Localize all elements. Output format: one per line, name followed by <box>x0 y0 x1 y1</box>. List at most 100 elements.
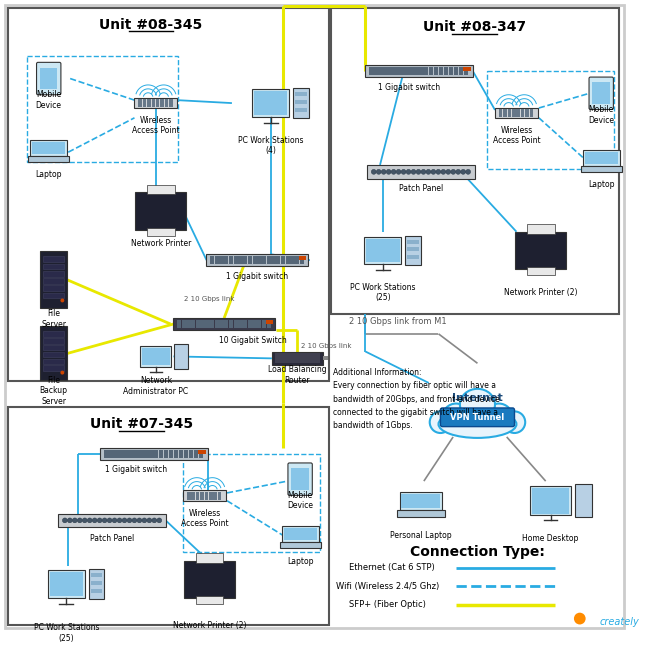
FancyBboxPatch shape <box>389 67 393 75</box>
FancyBboxPatch shape <box>399 67 404 75</box>
FancyBboxPatch shape <box>187 492 190 500</box>
FancyBboxPatch shape <box>43 332 64 337</box>
FancyBboxPatch shape <box>196 320 200 328</box>
FancyBboxPatch shape <box>205 320 210 328</box>
Ellipse shape <box>439 410 517 438</box>
Circle shape <box>107 518 112 523</box>
Circle shape <box>142 518 147 523</box>
FancyBboxPatch shape <box>364 237 401 264</box>
FancyBboxPatch shape <box>154 450 159 457</box>
FancyBboxPatch shape <box>101 448 208 459</box>
FancyBboxPatch shape <box>169 99 173 107</box>
FancyBboxPatch shape <box>40 68 57 90</box>
Circle shape <box>67 518 72 523</box>
Circle shape <box>83 518 87 523</box>
Circle shape <box>436 170 441 174</box>
FancyBboxPatch shape <box>299 256 306 260</box>
FancyBboxPatch shape <box>290 256 295 264</box>
Text: Unit #08-345: Unit #08-345 <box>99 17 203 32</box>
Circle shape <box>451 170 455 174</box>
Circle shape <box>406 170 411 174</box>
FancyBboxPatch shape <box>152 99 155 107</box>
FancyBboxPatch shape <box>293 88 309 118</box>
Text: PC Work Stations
(25): PC Work Stations (25) <box>350 283 415 303</box>
FancyBboxPatch shape <box>512 109 515 117</box>
FancyBboxPatch shape <box>204 492 208 500</box>
Text: 2 10 Gbps link: 2 10 Gbps link <box>184 297 235 303</box>
FancyBboxPatch shape <box>134 450 139 457</box>
FancyBboxPatch shape <box>407 255 419 259</box>
FancyBboxPatch shape <box>179 450 183 457</box>
FancyBboxPatch shape <box>37 63 61 95</box>
FancyBboxPatch shape <box>503 109 507 117</box>
Circle shape <box>386 170 391 174</box>
Text: 1 Gigabit switch: 1 Gigabit switch <box>378 83 441 92</box>
Text: Network Printer (2): Network Printer (2) <box>504 288 577 297</box>
FancyBboxPatch shape <box>224 320 228 328</box>
FancyBboxPatch shape <box>129 450 134 457</box>
FancyBboxPatch shape <box>515 232 566 269</box>
FancyBboxPatch shape <box>8 408 330 626</box>
FancyBboxPatch shape <box>366 64 473 77</box>
Ellipse shape <box>485 404 513 431</box>
Text: Unit #08-347: Unit #08-347 <box>423 21 526 34</box>
FancyBboxPatch shape <box>104 450 109 457</box>
FancyBboxPatch shape <box>210 256 214 264</box>
FancyBboxPatch shape <box>419 67 424 75</box>
Circle shape <box>87 518 92 523</box>
FancyBboxPatch shape <box>218 492 221 500</box>
FancyBboxPatch shape <box>50 572 83 596</box>
FancyBboxPatch shape <box>156 99 159 107</box>
FancyBboxPatch shape <box>219 256 224 264</box>
FancyBboxPatch shape <box>521 109 524 117</box>
FancyBboxPatch shape <box>43 271 64 277</box>
FancyBboxPatch shape <box>213 492 217 500</box>
FancyBboxPatch shape <box>401 494 441 508</box>
Circle shape <box>372 170 376 174</box>
FancyBboxPatch shape <box>243 256 248 264</box>
Text: 1 Gigabit switch: 1 Gigabit switch <box>105 465 168 474</box>
FancyBboxPatch shape <box>195 553 223 562</box>
FancyBboxPatch shape <box>366 239 399 262</box>
FancyBboxPatch shape <box>219 320 224 328</box>
FancyBboxPatch shape <box>266 320 271 328</box>
Text: Network Printer: Network Printer <box>130 239 191 248</box>
FancyBboxPatch shape <box>147 184 175 194</box>
FancyBboxPatch shape <box>379 67 384 75</box>
Circle shape <box>61 299 64 303</box>
FancyBboxPatch shape <box>195 596 223 604</box>
FancyBboxPatch shape <box>262 256 266 264</box>
FancyBboxPatch shape <box>441 408 515 426</box>
Circle shape <box>72 518 77 523</box>
FancyBboxPatch shape <box>196 492 199 500</box>
FancyBboxPatch shape <box>43 256 64 262</box>
Circle shape <box>127 518 132 523</box>
Circle shape <box>117 518 122 523</box>
Circle shape <box>137 518 142 523</box>
Ellipse shape <box>574 613 586 624</box>
FancyBboxPatch shape <box>532 488 569 513</box>
Circle shape <box>441 170 446 174</box>
FancyBboxPatch shape <box>295 108 307 112</box>
Text: Wireless
Access Point: Wireless Access Point <box>132 116 180 135</box>
FancyBboxPatch shape <box>90 589 103 593</box>
FancyBboxPatch shape <box>275 353 320 363</box>
FancyBboxPatch shape <box>252 320 257 328</box>
Text: File
Backup
Server: File Backup Server <box>39 376 68 406</box>
FancyBboxPatch shape <box>300 256 304 264</box>
FancyBboxPatch shape <box>161 99 164 107</box>
FancyBboxPatch shape <box>43 345 64 350</box>
FancyBboxPatch shape <box>295 92 307 96</box>
FancyBboxPatch shape <box>186 320 191 328</box>
Text: Connection Type:: Connection Type: <box>410 545 545 559</box>
Text: Laptop: Laptop <box>588 180 615 189</box>
Circle shape <box>147 518 152 523</box>
FancyBboxPatch shape <box>210 320 214 328</box>
Circle shape <box>63 518 67 523</box>
FancyBboxPatch shape <box>257 320 261 328</box>
FancyBboxPatch shape <box>164 450 168 457</box>
FancyBboxPatch shape <box>200 492 204 500</box>
FancyBboxPatch shape <box>194 450 198 457</box>
FancyBboxPatch shape <box>147 99 151 107</box>
FancyBboxPatch shape <box>159 450 163 457</box>
